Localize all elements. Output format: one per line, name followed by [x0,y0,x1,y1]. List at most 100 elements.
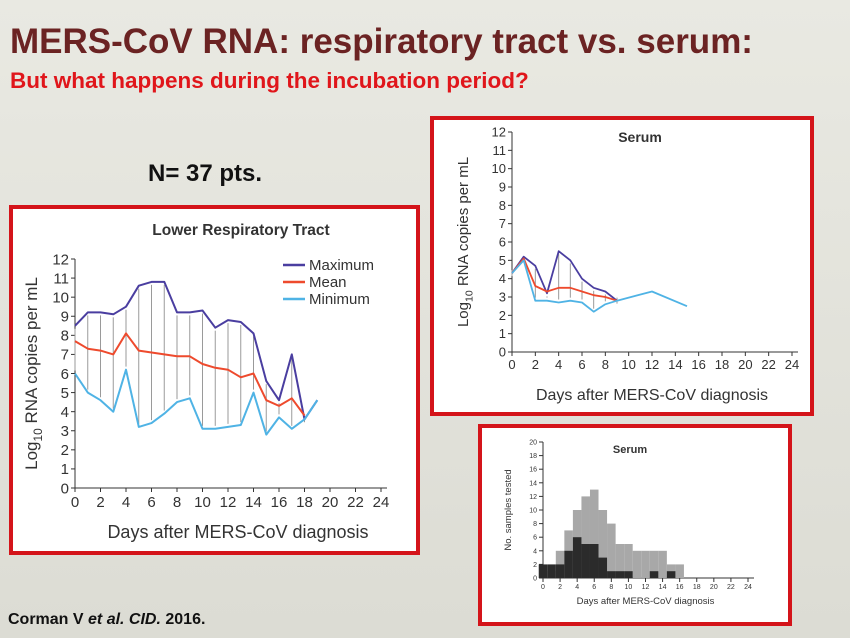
y-tick-label: 8 [61,328,69,345]
x-tick-label: 16 [271,494,288,511]
histogram-bar [598,510,608,578]
series-line-mean [511,257,618,302]
histogram-bar [589,489,599,578]
chart-title: Serum [618,129,662,145]
x-tick-label: 18 [715,357,729,372]
y-tick-label: 12 [529,494,537,501]
y-tick-label: 1 [499,326,506,341]
x-tick-label: 0 [508,357,515,372]
y-tick-label: 6 [499,235,506,250]
x-tick-label: 16 [691,357,705,372]
y-tick-label: 6 [61,366,69,383]
y-tick-label: 2 [61,442,69,459]
y-tick-label: 0 [499,345,506,360]
x-tick-label: 6 [147,494,155,511]
x-axis-label: Days after MERS-CoV diagnosis [536,387,768,404]
y-tick-label: 8 [533,521,537,528]
y-tick-label: 7 [61,347,69,364]
histogram-bar [666,571,676,578]
serum-rna-chart-panel: 0 1 2 3 4 5 6 7 8 9 10 11 12 0 2 4 6 8 10 12 14 16 18 20 22 24 Day… [430,116,814,416]
series-line-minimum [74,368,319,436]
y-tick-label: 5 [499,253,506,268]
legend-entry: Minimum [309,291,370,308]
histogram-bar [572,537,582,578]
y-tick-label: 11 [493,143,507,158]
x-tick-label: 22 [761,357,775,372]
patient-count: N= 37 pts. [148,160,263,187]
histogram-bar [632,550,642,578]
x-tick-label: 4 [122,494,130,511]
x-tick-label: 0 [541,584,545,591]
y-tick-label: 11 [53,270,69,287]
chart-title: Serum [613,444,647,456]
x-tick-label: 24 [744,584,752,591]
y-tick-label: 18 [529,453,537,460]
citation-year: 2016. [160,611,206,628]
series-line-minimum [511,259,688,313]
y-tick-label: 10 [52,289,69,306]
x-tick-label: 4 [575,584,579,591]
histogram-bar [598,557,608,578]
x-tick-label: 6 [578,357,585,372]
x-tick-label: 10 [625,584,633,591]
x-tick-label: 18 [296,494,313,511]
series-line-maximum [511,250,618,302]
x-tick-label: 8 [602,357,609,372]
legend-entry: Mean [309,274,347,291]
y-tick-label: 10 [529,507,537,514]
x-tick-label: 2 [96,494,104,511]
x-tick-label: 8 [609,584,613,591]
histogram-bar [675,564,684,578]
x-tick-label: 18 [693,584,701,591]
citation-author: Corman V [8,611,89,628]
y-tick-label: 0 [533,575,537,582]
x-tick-label: 20 [322,494,339,511]
y-axis-label: Log10 RNA copies per mL [22,277,45,470]
y-tick-label: 12 [52,251,69,268]
y-axis-label: No. samples tested [503,469,514,550]
y-tick-label: 16 [529,467,537,474]
histogram-bar [589,544,599,578]
y-tick-label: 6 [533,535,537,542]
y-axis-label: Log10 RNA copies per mL [455,157,476,327]
y-tick-label: 20 [529,439,537,446]
x-tick-label: 2 [532,357,539,372]
histogram-bar [538,564,548,578]
y-tick-label: 9 [499,180,506,195]
histogram-bar [624,571,633,578]
histogram-bar [615,571,625,578]
y-tick-label: 7 [499,216,506,231]
lower-respiratory-chart-panel: 0 1 2 3 4 5 6 7 8 9 10 11 12 0 2 4 6 8 10 12 14 16 18 20 22 24 Day… [9,205,420,555]
series-line-mean [74,332,306,417]
x-tick-label: 16 [676,584,684,591]
x-tick-label: 22 [347,494,364,511]
x-tick-label: 4 [555,357,562,372]
histogram-bar [555,564,565,578]
y-tick-label: 1 [61,461,69,478]
x-axis-label: Days after MERS-CoV diagnosis [577,596,715,607]
histogram-bar [649,550,659,578]
serum-samples-chart-panel: 0 2 4 6 8 10 12 14 16 18 20 0 2 4 6 8 10 12 14 16 18 20 22 24 Da… [478,424,792,626]
y-tick-label: 2 [533,562,537,569]
x-tick-label: 0 [71,494,79,511]
x-tick-label: 12 [220,494,237,511]
y-tick-label: 0 [61,480,69,497]
histogram-bar [547,564,556,578]
legend-entry: Maximum [309,257,374,274]
series-line-maximum [74,280,319,421]
y-tick-label: 4 [533,548,537,555]
y-tick-label: 3 [499,290,506,305]
x-tick-label: 8 [173,494,181,511]
x-tick-label: 14 [659,584,667,591]
histogram-bar [607,523,616,578]
x-tick-label: 14 [668,357,682,372]
x-axis-label: Days after MERS-CoV diagnosis [107,522,368,542]
x-tick-label: 10 [194,494,211,511]
citation-journal: et al. CID. [88,611,161,628]
histogram-bar [581,496,590,578]
slide-subtitle: But what happens during the incubation p… [10,68,529,93]
histogram-bar [658,550,667,578]
histogram-bar [615,544,625,578]
